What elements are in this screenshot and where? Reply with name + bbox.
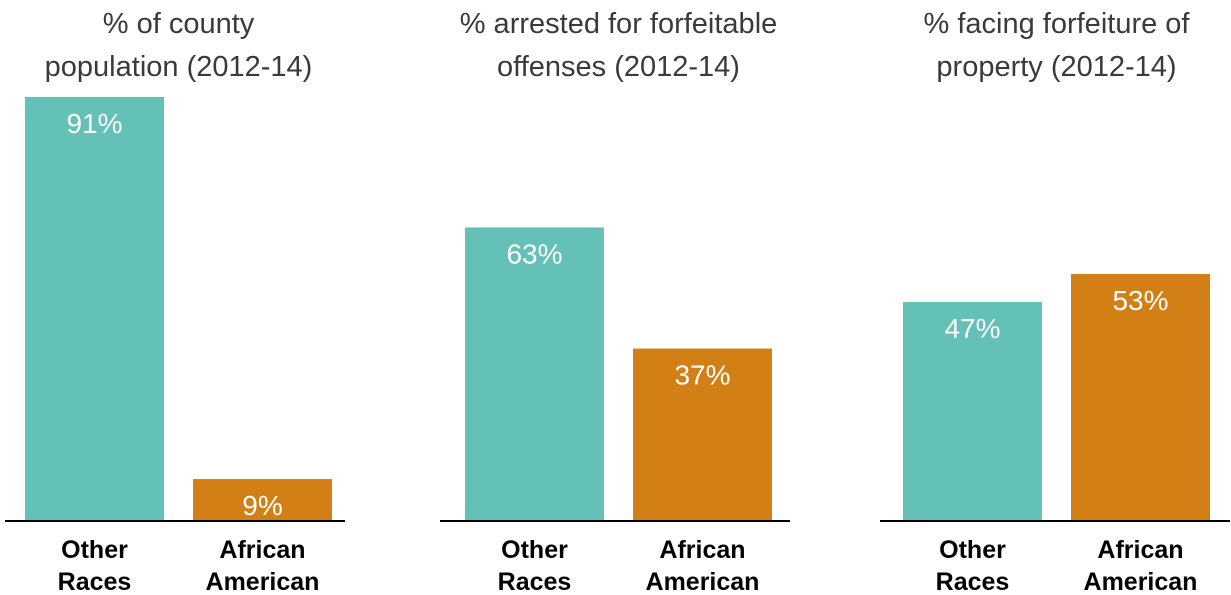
bar-value-label: 37%	[674, 360, 730, 391]
bar-other-races	[903, 301, 1042, 521]
bar-value-label: 91%	[66, 108, 122, 139]
category-label-line-2: Races	[498, 568, 572, 595]
category-label-line-2: American	[206, 568, 320, 595]
bar-african-american	[1071, 274, 1210, 521]
bar-value-label: 53%	[1112, 285, 1168, 316]
category-label-line-1: African	[659, 536, 745, 564]
panel-title-line-2: property (2012-14)	[936, 51, 1176, 83]
category-label-line-1: Other	[939, 536, 1006, 564]
category-label-line-1: Other	[61, 536, 128, 564]
panel-title-line-1: % facing forfeiture of	[924, 8, 1191, 40]
bar-other-races	[25, 96, 164, 521]
category-label-line-2: American	[646, 568, 760, 595]
bar-other-races	[465, 227, 604, 522]
bar-african-american	[193, 479, 332, 521]
chart-panel-1: % of county population (2012-14) 91% Other R…	[5, 8, 345, 595]
category-label-line-2: Races	[58, 568, 132, 595]
panel-title-line-2: population (2012-14)	[45, 51, 313, 83]
chart-panel-3: % facing forfeiture of property (2012-14)…	[880, 8, 1230, 595]
category-label-line-2: American	[1084, 568, 1198, 595]
panel-title-line-1: % of county	[103, 8, 255, 40]
category-label-line-1: Other	[501, 536, 568, 564]
bar-value-label: 9%	[242, 490, 282, 521]
category-label-line-1: African	[1097, 536, 1183, 564]
panel-title-line-2: offenses (2012-14)	[497, 51, 740, 83]
category-label-line-1: African	[219, 536, 305, 564]
panel-title-line-1: % arrested for forfeitable	[460, 8, 778, 40]
bar-value-label: 63%	[506, 238, 562, 269]
chart-panel-2: % arrested for forfeitable offenses (2012…	[440, 8, 790, 595]
category-label-line-2: Races	[936, 568, 1010, 595]
bar-african-american	[633, 348, 772, 521]
bar-value-label: 47%	[944, 313, 1000, 344]
